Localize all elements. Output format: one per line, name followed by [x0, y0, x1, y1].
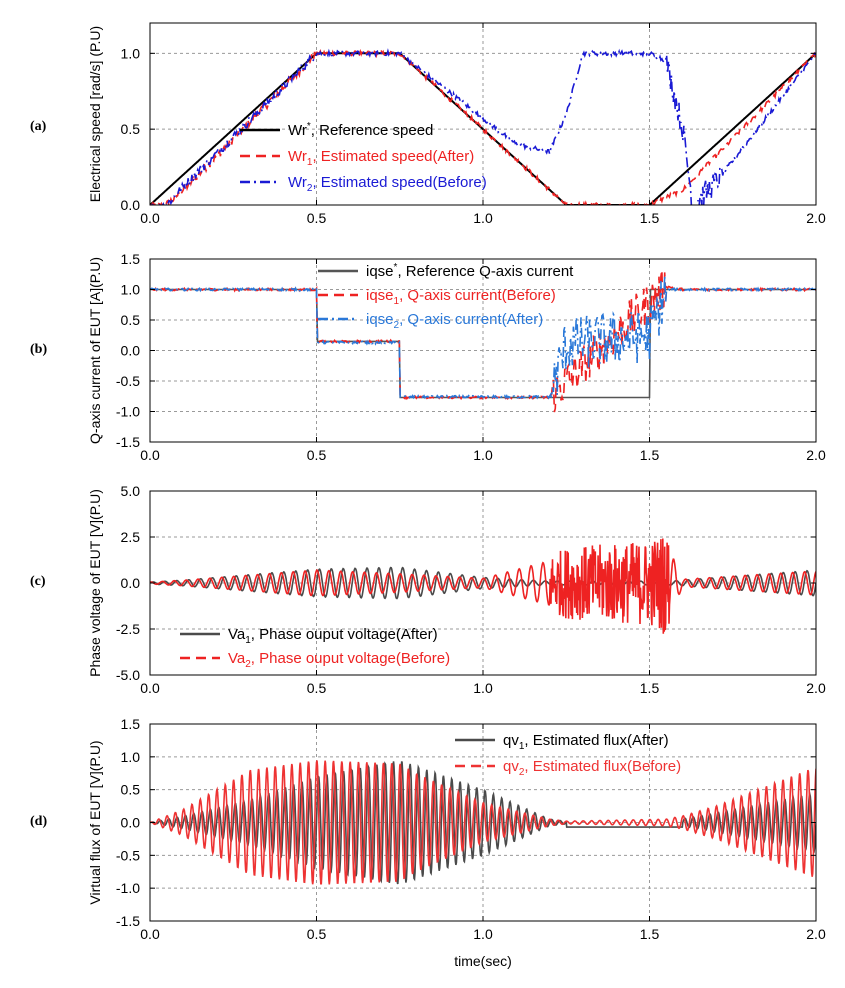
plot-area	[150, 48, 816, 205]
y-tick-label: -1.0	[116, 880, 140, 896]
x-tick-label: 0.5	[307, 210, 327, 226]
y-tick-label: -5.0	[116, 667, 140, 683]
panel-4: 0.0 0.5 1.0 1.5 2.0 -1.5 -1.0 -0.5 0.0 0.5 1.0 1.5 V…	[30, 716, 826, 969]
y-tick-label: -2.5	[116, 621, 140, 637]
y-tick-label: 0.0	[121, 575, 141, 591]
y-tick-label: 0.5	[121, 782, 141, 798]
plot-area	[150, 269, 816, 413]
x-tick-label: 0.0	[140, 680, 160, 696]
x-tick-label: 1.5	[640, 210, 660, 226]
legend-entry: Wr*, Reference speed	[240, 121, 433, 139]
plot-area	[150, 538, 816, 634]
x-tick-label: 1.5	[640, 926, 660, 942]
legend-label: Va2, Phase ouput voltage(Before)	[228, 650, 450, 670]
legend-entry: Va1, Phase ouput voltage(After)	[180, 626, 438, 646]
legend-label: iqse1, Q-axis current(Before)	[366, 287, 556, 307]
y-tick-label: -0.5	[116, 373, 140, 389]
x-tick-label: 2.0	[806, 926, 826, 942]
x-tick-label: 1.0	[473, 210, 493, 226]
legend-entry: qv1, Estimated flux(After)	[455, 732, 669, 752]
x-tick-label: 1.5	[640, 680, 660, 696]
series-line-3	[150, 48, 816, 205]
legend-label: Wr2, Estimated speed(Before)	[288, 174, 487, 194]
legend-label: iqse2, Q-axis current(After)	[366, 311, 543, 331]
series-line-2	[150, 48, 816, 205]
y-tick-label: 1.5	[121, 251, 141, 267]
legend-label: iqse*, Reference Q-axis current	[366, 262, 574, 280]
y-tick-label: 0.0	[121, 343, 141, 359]
y-tick-label: 0.5	[121, 312, 141, 328]
legend-label: qv2, Estimated flux(Before)	[503, 758, 681, 778]
y-axis-label: Electrical speed [rad/s] (P.U)	[87, 26, 103, 202]
series-line-1	[150, 52, 816, 205]
legend-entry: iqse1, Q-axis current(Before)	[318, 287, 556, 307]
y-tick-label: -1.5	[116, 434, 140, 450]
series-line-2	[150, 760, 816, 885]
y-tick-label: -0.5	[116, 847, 140, 863]
x-tick-label: 1.0	[473, 926, 493, 942]
y-axis-label: Q-axis current of EUT [A](P.U)	[87, 257, 103, 444]
y-tick-label: 1.0	[121, 749, 141, 765]
y-axis-label: Virtual flux of EUT [V](P.U)	[87, 740, 103, 904]
series-line-2	[150, 538, 816, 634]
legend-entry: iqse2, Q-axis current(After)	[318, 311, 543, 331]
legend-label: qv1, Estimated flux(After)	[503, 732, 669, 752]
y-tick-label: -1.5	[116, 913, 140, 929]
y-tick-label: 0.5	[121, 121, 141, 137]
y-tick-label: 1.5	[121, 716, 141, 732]
plot-area	[150, 760, 816, 885]
y-tick-label: 1.0	[121, 45, 141, 61]
y-tick-label: 0.0	[121, 815, 141, 831]
x-tick-label: 0.5	[307, 926, 327, 942]
legend-entry: Wr1, Estimated speed(After)	[240, 148, 474, 168]
panel-label: (b)	[30, 342, 47, 357]
x-tick-label: 0.0	[140, 926, 160, 942]
x-tick-label: 0.5	[307, 447, 327, 463]
y-tick-label: 0.0	[121, 197, 141, 213]
legend-label: Wr*, Reference speed	[288, 121, 433, 139]
x-tick-label: 0.0	[140, 210, 160, 226]
y-tick-label: 5.0	[121, 483, 141, 499]
panel-1: 0.0 0.5 1.0 1.5 2.0 0.0 0.5 1.0 Electrical speed…	[30, 22, 826, 226]
series-line-3	[150, 275, 816, 400]
y-axis-label: Phase voltage of EUT [V](P.U)	[87, 489, 103, 677]
panel-2: 0.0 0.5 1.0 1.5 2.0 -1.5 -1.0 -0.5 0.0 0.5 1.0 1.5 Q…	[30, 251, 826, 463]
x-tick-label: 2.0	[806, 210, 826, 226]
x-axis-label: time(sec)	[454, 953, 512, 969]
legend-entry: Wr2, Estimated speed(Before)	[240, 174, 487, 194]
x-tick-label: 1.0	[473, 447, 493, 463]
x-tick-label: 1.0	[473, 680, 493, 696]
panel-label: (c)	[30, 574, 46, 589]
panel-3: 0.0 0.5 1.0 1.5 2.0 -5.0 -2.5 0.0 2.5 5.0 Phase vo…	[30, 483, 826, 696]
x-tick-label: 0.0	[140, 447, 160, 463]
legend-label: Va1, Phase ouput voltage(After)	[228, 626, 438, 646]
legend-entry: iqse*, Reference Q-axis current	[318, 262, 574, 280]
legend-entry: qv2, Estimated flux(Before)	[455, 758, 681, 778]
y-tick-label: 2.5	[121, 529, 141, 545]
panel-label: (d)	[30, 814, 47, 829]
legend-entry: Va2, Phase ouput voltage(Before)	[180, 650, 450, 670]
x-tick-label: 1.5	[640, 447, 660, 463]
x-tick-label: 0.5	[307, 680, 327, 696]
x-tick-label: 2.0	[806, 447, 826, 463]
y-tick-label: -1.0	[116, 404, 140, 420]
y-tick-label: 1.0	[121, 282, 141, 298]
panel-label: (a)	[30, 119, 47, 134]
legend-label: Wr1, Estimated speed(After)	[288, 148, 474, 168]
x-tick-label: 2.0	[806, 680, 826, 696]
